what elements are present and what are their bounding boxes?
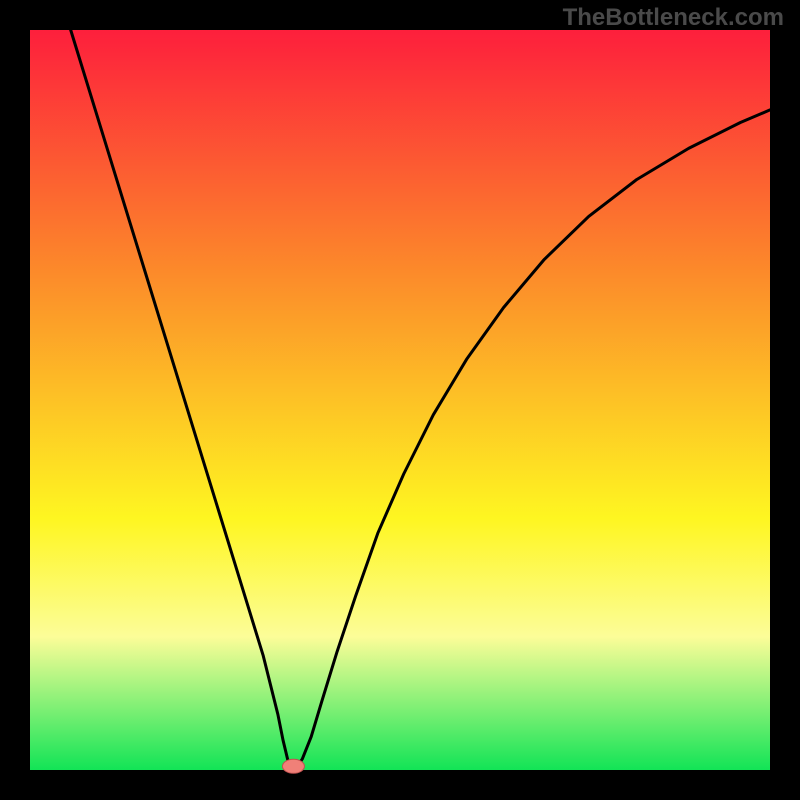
min-marker xyxy=(282,759,304,773)
watermark-text: TheBottleneck.com xyxy=(563,4,784,32)
chart-canvas: TheBottleneck.com xyxy=(0,0,800,800)
plot-area xyxy=(30,30,770,770)
bottleneck-curve xyxy=(71,30,770,770)
curve-layer xyxy=(30,30,770,770)
